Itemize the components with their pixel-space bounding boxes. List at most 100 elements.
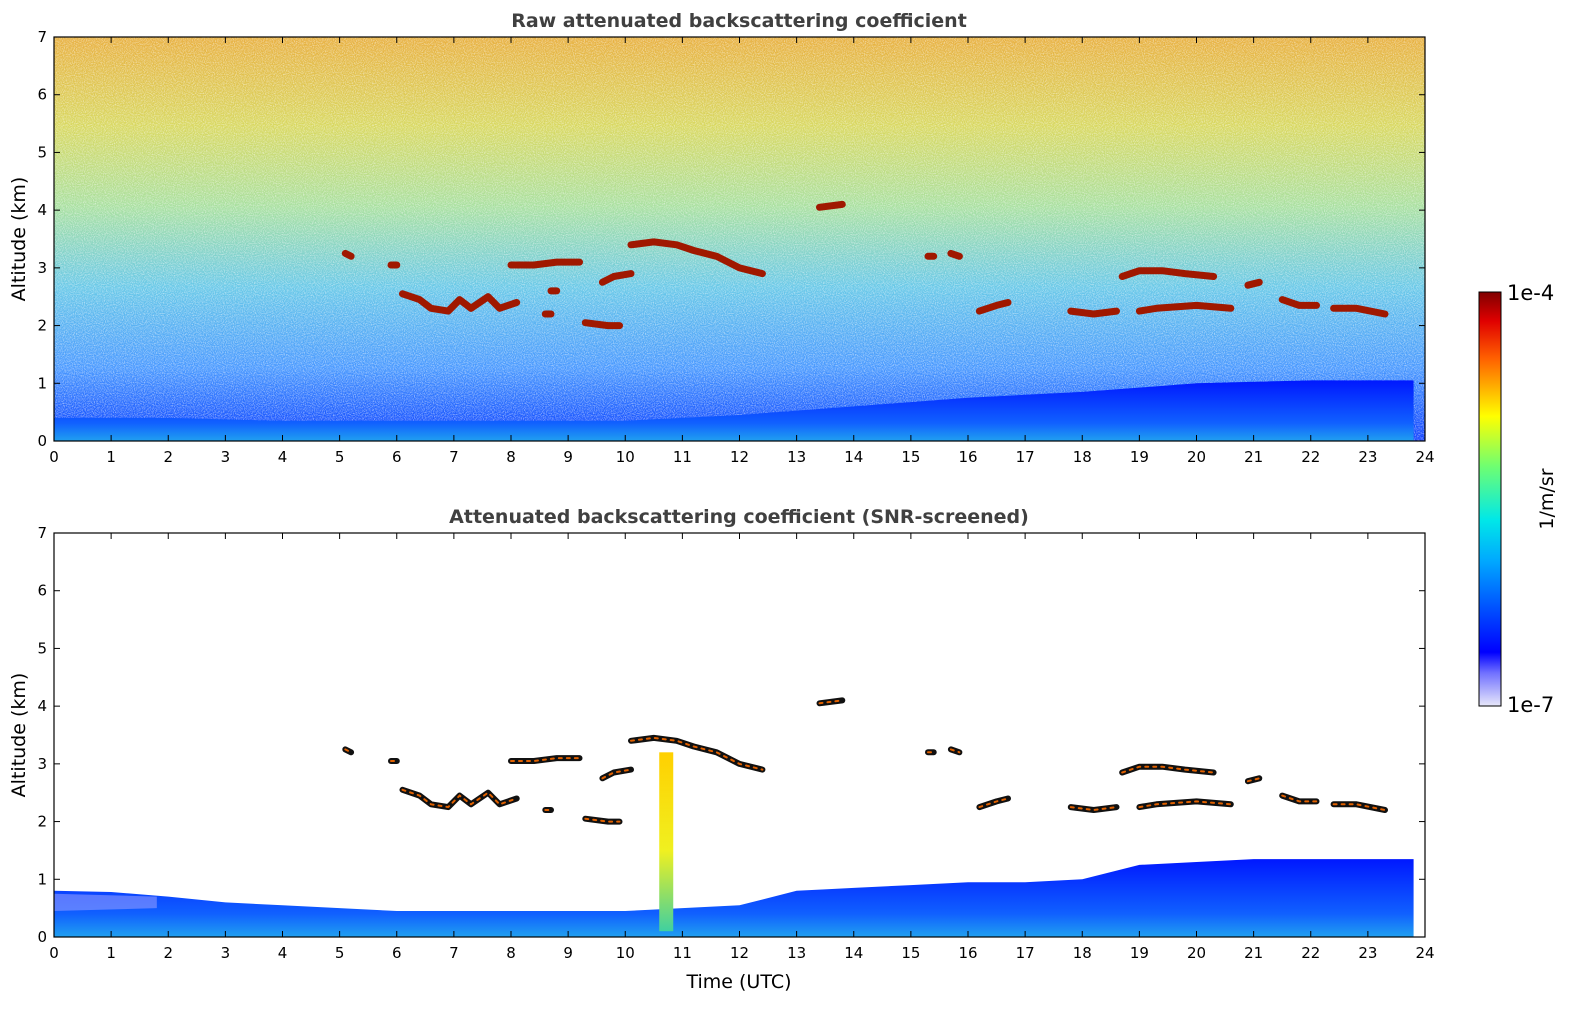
x-tick-label: 4 <box>278 448 288 466</box>
y-tick-label: 1 <box>37 870 47 888</box>
x-tick-label: 2 <box>163 944 173 962</box>
raw-boundary-layer <box>54 380 1414 441</box>
x-tick-label: 16 <box>958 448 977 466</box>
cloud-layer-mark <box>816 200 846 211</box>
x-tick-label: 12 <box>730 448 749 466</box>
x-tick-label: 7 <box>449 448 459 466</box>
colorbar-gradient <box>1478 291 1502 707</box>
x-tick-label: 23 <box>1358 944 1377 962</box>
y-tick-label: 7 <box>37 524 47 542</box>
cloud-layer-edge-mark <box>630 736 764 771</box>
x-tick-label: 11 <box>673 944 692 962</box>
x-tick-label: 6 <box>392 944 402 962</box>
colorbar-bottom-label: 1e-7 <box>1507 693 1554 717</box>
x-tick-label: 15 <box>901 448 920 466</box>
x-tick-label: 4 <box>278 944 288 962</box>
y-tick-label: 1 <box>37 374 47 392</box>
x-axis-label: Time (UTC) <box>685 971 791 993</box>
screened-cloud-layers <box>342 697 1388 825</box>
x-tick-label: 17 <box>1016 944 1035 962</box>
raw-noise-overlay <box>54 37 1425 441</box>
cloud-layer-mark <box>1330 304 1389 318</box>
x-tick-label: 14 <box>844 448 863 466</box>
cloud-layer-edge-mark <box>1332 803 1386 811</box>
aerosol-plume-mark <box>659 752 674 932</box>
x-tick-label: 12 <box>730 944 749 962</box>
x-tick-label: 24 <box>1415 448 1434 466</box>
x-tick-label: 2 <box>163 448 173 466</box>
x-tick-label: 11 <box>673 448 692 466</box>
screened-boundary-layer <box>54 859 1414 937</box>
x-tick-label: 3 <box>221 944 231 962</box>
x-tick-label: 21 <box>1244 944 1263 962</box>
x-tick-label: 17 <box>1016 448 1035 466</box>
x-tick-label: 0 <box>49 944 59 962</box>
raw-panel-title: Raw attenuated backscattering coefficien… <box>511 10 967 32</box>
screened-panel-title: Attenuated backscattering coefficient (S… <box>449 506 1029 528</box>
x-tick-label: 1 <box>106 448 116 466</box>
x-tick-label: 9 <box>563 448 573 466</box>
x-tick-label: 18 <box>1073 944 1092 962</box>
x-tick-label: 20 <box>1187 944 1206 962</box>
x-tick-label: 5 <box>335 944 345 962</box>
y-tick-label: 5 <box>37 143 47 161</box>
x-tick-label: 15 <box>901 944 920 962</box>
y-tick-label: 6 <box>37 86 47 104</box>
x-tick-label: 6 <box>392 448 402 466</box>
cloud-layer-edge-mark <box>978 797 1009 809</box>
screened-aerosol-plume <box>659 752 674 932</box>
cloud-layer-mark <box>399 290 521 315</box>
cloud-layer-edge-mark <box>1138 800 1232 809</box>
x-tick-label: 8 <box>506 944 516 962</box>
cloud-layer-mark <box>598 270 635 286</box>
cloud-layer-edge-mark <box>1246 777 1261 783</box>
x-tick-label: 10 <box>616 944 635 962</box>
x-tick-label: 22 <box>1301 944 1320 962</box>
x-tick-label: 24 <box>1415 944 1434 962</box>
screened-panel: Attenuated backscattering coefficient (S… <box>8 506 1435 993</box>
x-tick-label: 19 <box>1130 944 1149 962</box>
y-tick-label: 5 <box>37 639 47 657</box>
raw-panel: Raw attenuated backscattering coefficien… <box>8 10 1435 466</box>
x-tick-label: 13 <box>787 944 806 962</box>
x-tick-label: 8 <box>506 448 516 466</box>
cloud-layer-edge-mark <box>584 817 621 823</box>
x-tick-label: 7 <box>449 944 459 962</box>
cloud-layer-edge-mark <box>344 748 353 754</box>
raw-y-axis-label: Altitude (km) <box>8 177 30 302</box>
y-tick-label: 4 <box>37 201 47 219</box>
x-tick-label: 10 <box>616 448 635 466</box>
x-tick-label: 13 <box>787 448 806 466</box>
cloud-layer-edge-mark <box>1281 794 1318 803</box>
raw-axis-ticks: 0 1 2 3 4 5 6 7 8 9 10 11 12 13 14 15 16 17 18 19 20 21 22 23 24… <box>37 28 1434 466</box>
cloud-layer-mark <box>1244 278 1263 289</box>
cloud-layer-mark <box>507 258 583 269</box>
cloud-layer-edge-mark <box>949 748 961 754</box>
colorbar: 1e-4 1e-7 1/m/sr <box>1478 281 1558 717</box>
x-tick-label: 19 <box>1130 448 1149 466</box>
x-tick-label: 14 <box>844 944 863 962</box>
y-tick-label: 7 <box>37 28 47 46</box>
cloud-layer-edge-mark <box>510 757 581 762</box>
cloud-layer-mark <box>947 249 963 260</box>
cloud-layer-edge-mark <box>818 699 844 705</box>
y-tick-label: 0 <box>37 928 47 946</box>
raw-cloud-layers <box>341 200 1389 330</box>
x-tick-label: 18 <box>1073 448 1092 466</box>
x-tick-label: 16 <box>958 944 977 962</box>
boundary-layer-area <box>54 380 1414 441</box>
cloud-layer-edge-mark <box>1069 806 1118 812</box>
colorbar-unit-label: 1/m/sr <box>1536 468 1558 529</box>
y-tick-label: 4 <box>37 697 47 715</box>
x-tick-label: 1 <box>106 944 116 962</box>
boundary-layer-area <box>54 859 1414 937</box>
y-tick-label: 2 <box>37 317 47 335</box>
cloud-layer-edge-mark <box>1121 765 1215 774</box>
cloud-layer-mark <box>1135 301 1235 315</box>
cloud-layer-mark <box>1278 296 1320 309</box>
cloud-layer-mark <box>1118 267 1218 280</box>
screened-axis-ticks: 0 1 2 3 4 5 6 7 8 9 10 11 12 13 14 15 16 17 18 19 20 21 22 23 24… <box>37 524 1434 962</box>
x-tick-label: 22 <box>1301 448 1320 466</box>
x-tick-label: 9 <box>563 944 573 962</box>
